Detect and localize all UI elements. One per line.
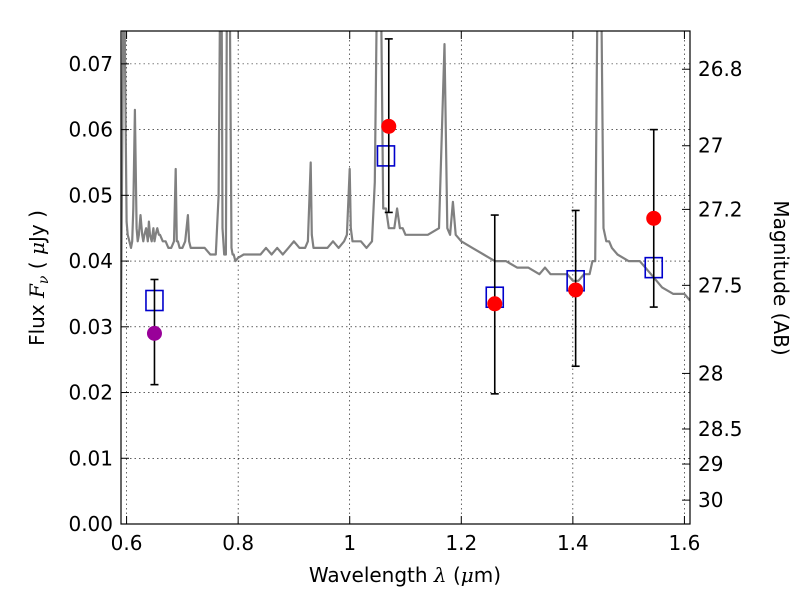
right-tick-label: 28.5 bbox=[698, 417, 743, 441]
right-tick-label: 27.2 bbox=[698, 197, 743, 221]
observed-point bbox=[146, 325, 162, 341]
y-tick-label: 0.01 bbox=[68, 446, 113, 470]
right-tick-label: 26.8 bbox=[698, 57, 743, 81]
observed-point bbox=[646, 210, 662, 226]
model-square-marker bbox=[376, 145, 396, 167]
y-tick-label: 0.00 bbox=[68, 512, 113, 536]
y-tick-label: 0.07 bbox=[68, 52, 113, 76]
observed-point bbox=[487, 296, 503, 312]
x-tick-label: 1.6 bbox=[669, 531, 701, 555]
y-tick-label: 0.03 bbox=[68, 315, 113, 339]
x-tick-label: 0.8 bbox=[222, 531, 254, 555]
y-tick-label: 0.06 bbox=[68, 118, 113, 142]
marker-layer bbox=[145, 38, 664, 395]
plot-background bbox=[121, 31, 690, 524]
series-layer bbox=[121, 31, 690, 321]
x-tick-label: 1 bbox=[343, 531, 356, 555]
right-tick-label: 28 bbox=[698, 361, 723, 385]
y-tick-label: 0.04 bbox=[68, 249, 113, 273]
observed-point bbox=[381, 118, 397, 134]
x-axis-label: Wavelength λ (μm) bbox=[309, 563, 501, 587]
plot-frame bbox=[120, 30, 691, 525]
y-tick-label: 0.02 bbox=[68, 381, 113, 405]
right-axis-label: Magnitude (AB) bbox=[769, 200, 793, 355]
right-tick-label: 30 bbox=[698, 488, 723, 512]
x-tick-label: 1.2 bbox=[445, 531, 477, 555]
spectrum-line bbox=[121, 31, 690, 321]
tick-layer: 0.6 0.8 1 1.2 1.4 1.6 0.00 0.01 0.02 0.03 0.04 0.05… bbox=[68, 31, 743, 555]
right-tick-label: 27 bbox=[698, 134, 723, 158]
y-tick-label: 0.05 bbox=[68, 183, 113, 207]
right-tick-label: 29 bbox=[698, 452, 723, 476]
observed-point bbox=[568, 282, 584, 298]
right-tick-label: 27.5 bbox=[698, 273, 743, 297]
x-tick-label: 0.6 bbox=[111, 531, 143, 555]
y-axis-label: Flux Fν ( μJy ) bbox=[25, 210, 52, 346]
x-tick-label: 1.4 bbox=[557, 531, 589, 555]
